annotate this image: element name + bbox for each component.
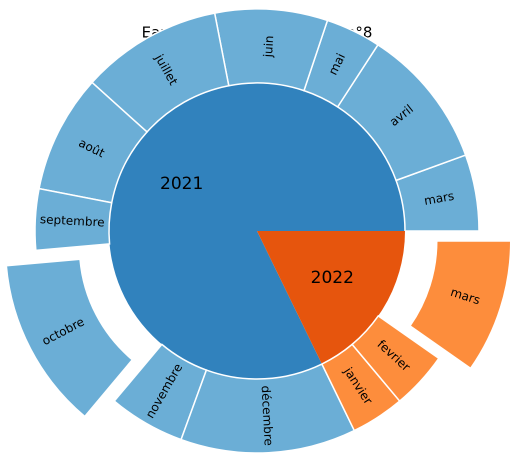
inner-wedge <box>257 231 405 365</box>
month-label: décembre <box>259 385 276 446</box>
outer-wedge <box>351 314 440 403</box>
month-label: juin <box>261 35 276 59</box>
inner-wedge <box>109 83 406 379</box>
outer-wedge <box>5 258 134 418</box>
month-label: mars <box>423 189 455 208</box>
outer-wedge <box>408 240 512 370</box>
year-label: 2021 <box>160 174 203 194</box>
outer-wedge <box>34 187 113 252</box>
month-label: septembre <box>40 212 105 229</box>
year-label: 2022 <box>311 268 354 288</box>
